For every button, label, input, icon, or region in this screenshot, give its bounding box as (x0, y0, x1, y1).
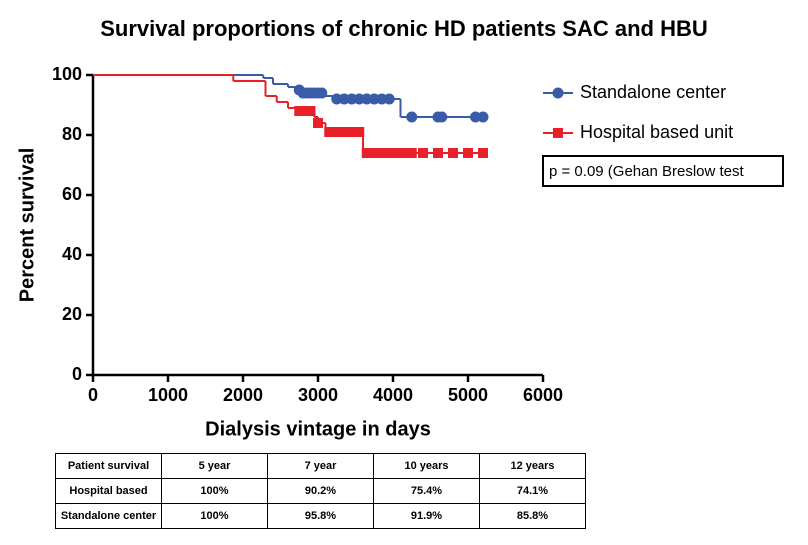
y-tick-label: 80 (62, 124, 82, 144)
chart: Survival proportions of chronic HD patie… (16, 16, 784, 440)
censor-marker (361, 148, 372, 158)
censor-marker (391, 148, 402, 158)
table-cell: 95.8% (267, 503, 374, 529)
table-cell: 91.9% (373, 503, 480, 529)
censor-marker (478, 148, 488, 158)
table-cell: 75.4% (373, 478, 480, 504)
censor-marker (376, 148, 387, 158)
censor-marker (331, 127, 342, 137)
legend-label: Standalone center (580, 82, 726, 102)
censor-marker (399, 148, 410, 158)
annotation: p = 0.09 (Gehan Breslow test (549, 163, 745, 180)
censor-marker (313, 118, 323, 128)
x-tick-label: 5000 (448, 385, 488, 405)
censor-marker (305, 106, 316, 116)
censor-marker (436, 111, 448, 123)
x-axis-label: Dialysis vintage in days (205, 418, 431, 440)
survival-table: Patient survival 5 year 7 year 10 years 12 y… (55, 453, 586, 529)
censor-marker (448, 148, 458, 158)
y-axis-label: Percent survival (16, 148, 38, 303)
table-row: Standalone center 100% 95.8% 91.9% 85.8% (55, 503, 586, 529)
censor-marker (406, 111, 418, 123)
table-cell: 5 year (161, 453, 268, 479)
table-cell: 74.1% (479, 478, 586, 504)
censor-marker (324, 127, 335, 137)
y-tick-label: 60 (62, 184, 82, 204)
x-tick-label: 0 (88, 385, 98, 405)
censor-marker (383, 93, 395, 105)
censor-marker (463, 148, 473, 158)
censor-marker (418, 148, 428, 158)
table-cell: Hospital based (55, 478, 162, 504)
annotation-box (542, 155, 784, 187)
censor-marker (354, 127, 365, 137)
legend-label: Hospital based unit (580, 122, 733, 142)
table-cell: Standalone center (55, 503, 162, 529)
x-tick-label: 4000 (373, 385, 413, 405)
x-tick-label: 6000 (523, 385, 563, 405)
table-cell: 10 years (373, 453, 480, 479)
legend-marker (552, 87, 564, 99)
censor-marker (477, 111, 489, 123)
y-tick-label: 100 (52, 64, 82, 84)
table-cell: 100% (161, 478, 268, 504)
censor-marker (339, 127, 350, 137)
table-row: Patient survival 5 year 7 year 10 years 12 y… (55, 453, 586, 479)
x-tick-label: 1000 (148, 385, 188, 405)
table-cell: 85.8% (479, 503, 586, 529)
x-tick-label: 2000 (223, 385, 263, 405)
censor-marker (346, 127, 357, 137)
table-row: Hospital based 100% 90.2% 75.4% 74.1% (55, 478, 586, 504)
censor-marker (294, 106, 305, 116)
y-tick-label: 0 (72, 364, 82, 384)
table-cell: 12 years (479, 453, 586, 479)
legend-marker (553, 128, 563, 138)
censor-marker (316, 87, 328, 99)
y-tick-label: 20 (62, 304, 82, 324)
table-cell: 90.2% (267, 478, 374, 504)
y-tick-label: 40 (62, 244, 82, 264)
table-cell: Patient survival (55, 453, 162, 479)
censor-marker (433, 148, 443, 158)
censor-marker (406, 148, 417, 158)
table-cell: 7 year (267, 453, 374, 479)
table-cell: 100% (161, 503, 268, 529)
chart-title: Survival proportions of chronic HD patie… (100, 16, 708, 41)
x-tick-label: 3000 (298, 385, 338, 405)
censor-marker (369, 148, 380, 158)
censor-marker (384, 148, 395, 158)
